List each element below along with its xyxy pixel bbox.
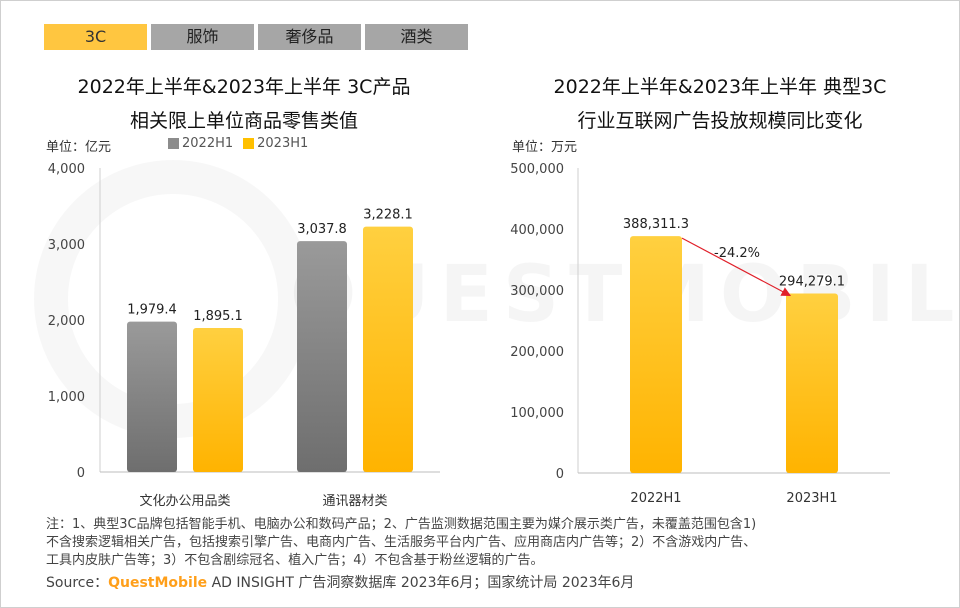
data-label: 1,895.1 <box>193 309 243 324</box>
y-tick-label: 3,000 <box>48 238 85 253</box>
footnote-line-1: 注：1、典型3C品牌包括智能手机、电脑办公和数码产品；2、广告监测数据范围主要为… <box>46 517 757 532</box>
legend-label-2023h1: 2023H1 <box>257 136 309 151</box>
tab-liquor[interactable]: 酒类 <box>365 24 468 50</box>
data-label: 388,311.3 <box>623 217 689 232</box>
left-chart-title-line1: 2022年上半年&2023年上半年 3C产品 <box>77 76 411 98</box>
source-line: Source：QuestMobile AD INSIGHT 广告洞察数据库 20… <box>46 572 634 592</box>
left-unit-label: 单位：亿元 <box>46 140 112 155</box>
y-tick-label: 300,000 <box>510 284 564 299</box>
bar-2023H1 <box>363 226 413 472</box>
source-prefix: Source： <box>46 575 109 591</box>
right-unit-label: 单位：万元 <box>512 140 578 155</box>
bar-2023H1 <box>193 327 243 472</box>
legend-swatch-yellow <box>243 138 255 149</box>
legend-item-2022h1: 2022H1 <box>168 136 233 151</box>
legend-swatch-gray <box>168 138 179 149</box>
data-label: 294,279.1 <box>779 274 845 289</box>
legend-label-2022h1: 2022H1 <box>182 136 234 151</box>
footnotes: 注：1、典型3C品牌包括智能手机、电脑办公和数码产品；2、广告监测数据范围主要为… <box>46 516 926 570</box>
y-tick-label: 100,000 <box>510 406 564 421</box>
right-bar-chart: 0 100,000 200,000 300,000 400,000 500,000 388,… <box>510 162 890 506</box>
y-tick-label: 200,000 <box>510 345 564 360</box>
bar-2022H1 <box>127 321 177 472</box>
change-arrow <box>681 237 792 297</box>
footnote-line-3: 工具内皮肤广告等；3）不包含剧综冠名、植入广告；4）不包含基于粉丝逻辑的广告。 <box>46 553 544 568</box>
y-tick-label: 0 <box>77 466 85 481</box>
left-chart-title-line2: 相关限上单位商品零售类值 <box>129 110 358 132</box>
category-tabs: 3C 服饰 奢侈品 酒类 <box>44 24 472 50</box>
x-category-label: 通讯器材类 <box>322 494 387 509</box>
bar-2022H1 <box>297 241 347 472</box>
bar-2022H1 <box>630 236 682 473</box>
tab-apparel[interactable]: 服饰 <box>151 24 254 50</box>
y-tick-label: 0 <box>556 467 564 482</box>
data-label: 1,979.4 <box>127 303 177 318</box>
y-tick-label: 1,000 <box>48 390 85 405</box>
y-tick-label: 500,000 <box>510 162 564 177</box>
legend-item-2023h1: 2023H1 <box>243 136 308 151</box>
y-tick-label: 400,000 <box>510 223 564 238</box>
data-label: 3,037.8 <box>297 222 347 237</box>
x-category-label: 2023H1 <box>786 491 837 506</box>
bar-2023H1 <box>786 293 838 473</box>
change-annotation: -24.2% <box>714 246 760 261</box>
source-rest: AD INSIGHT 广告洞察数据库 2023年6月；国家统计局 2023年6月 <box>207 575 635 591</box>
left-legend: 2022H1 2023H1 <box>168 136 318 151</box>
y-tick-label: 4,000 <box>48 162 85 177</box>
x-category-label: 2022H1 <box>630 491 681 506</box>
footnote-line-2: 不含搜索逻辑相关广告，包括搜索引擎广告、电商内广告、生活服务平台内广告、应用商店… <box>46 535 757 550</box>
right-chart-title-line1: 2022年上半年&2023年上半年 典型3C <box>553 76 887 98</box>
source-brand: QuestMobile <box>108 575 208 591</box>
tab-luxury[interactable]: 奢侈品 <box>258 24 361 50</box>
right-chart-title-line2: 行业互联网广告投放规模同比变化 <box>577 110 863 132</box>
left-bar-chart: 0 1,000 2,000 3,000 4,000 1,979.4 1,895.1 文化办公用… <box>48 162 440 509</box>
data-label: 3,228.1 <box>363 208 413 223</box>
y-tick-label: 2,000 <box>48 314 85 329</box>
x-category-label: 文化办公用品类 <box>139 494 230 509</box>
tab-3c[interactable]: 3C <box>44 24 147 50</box>
